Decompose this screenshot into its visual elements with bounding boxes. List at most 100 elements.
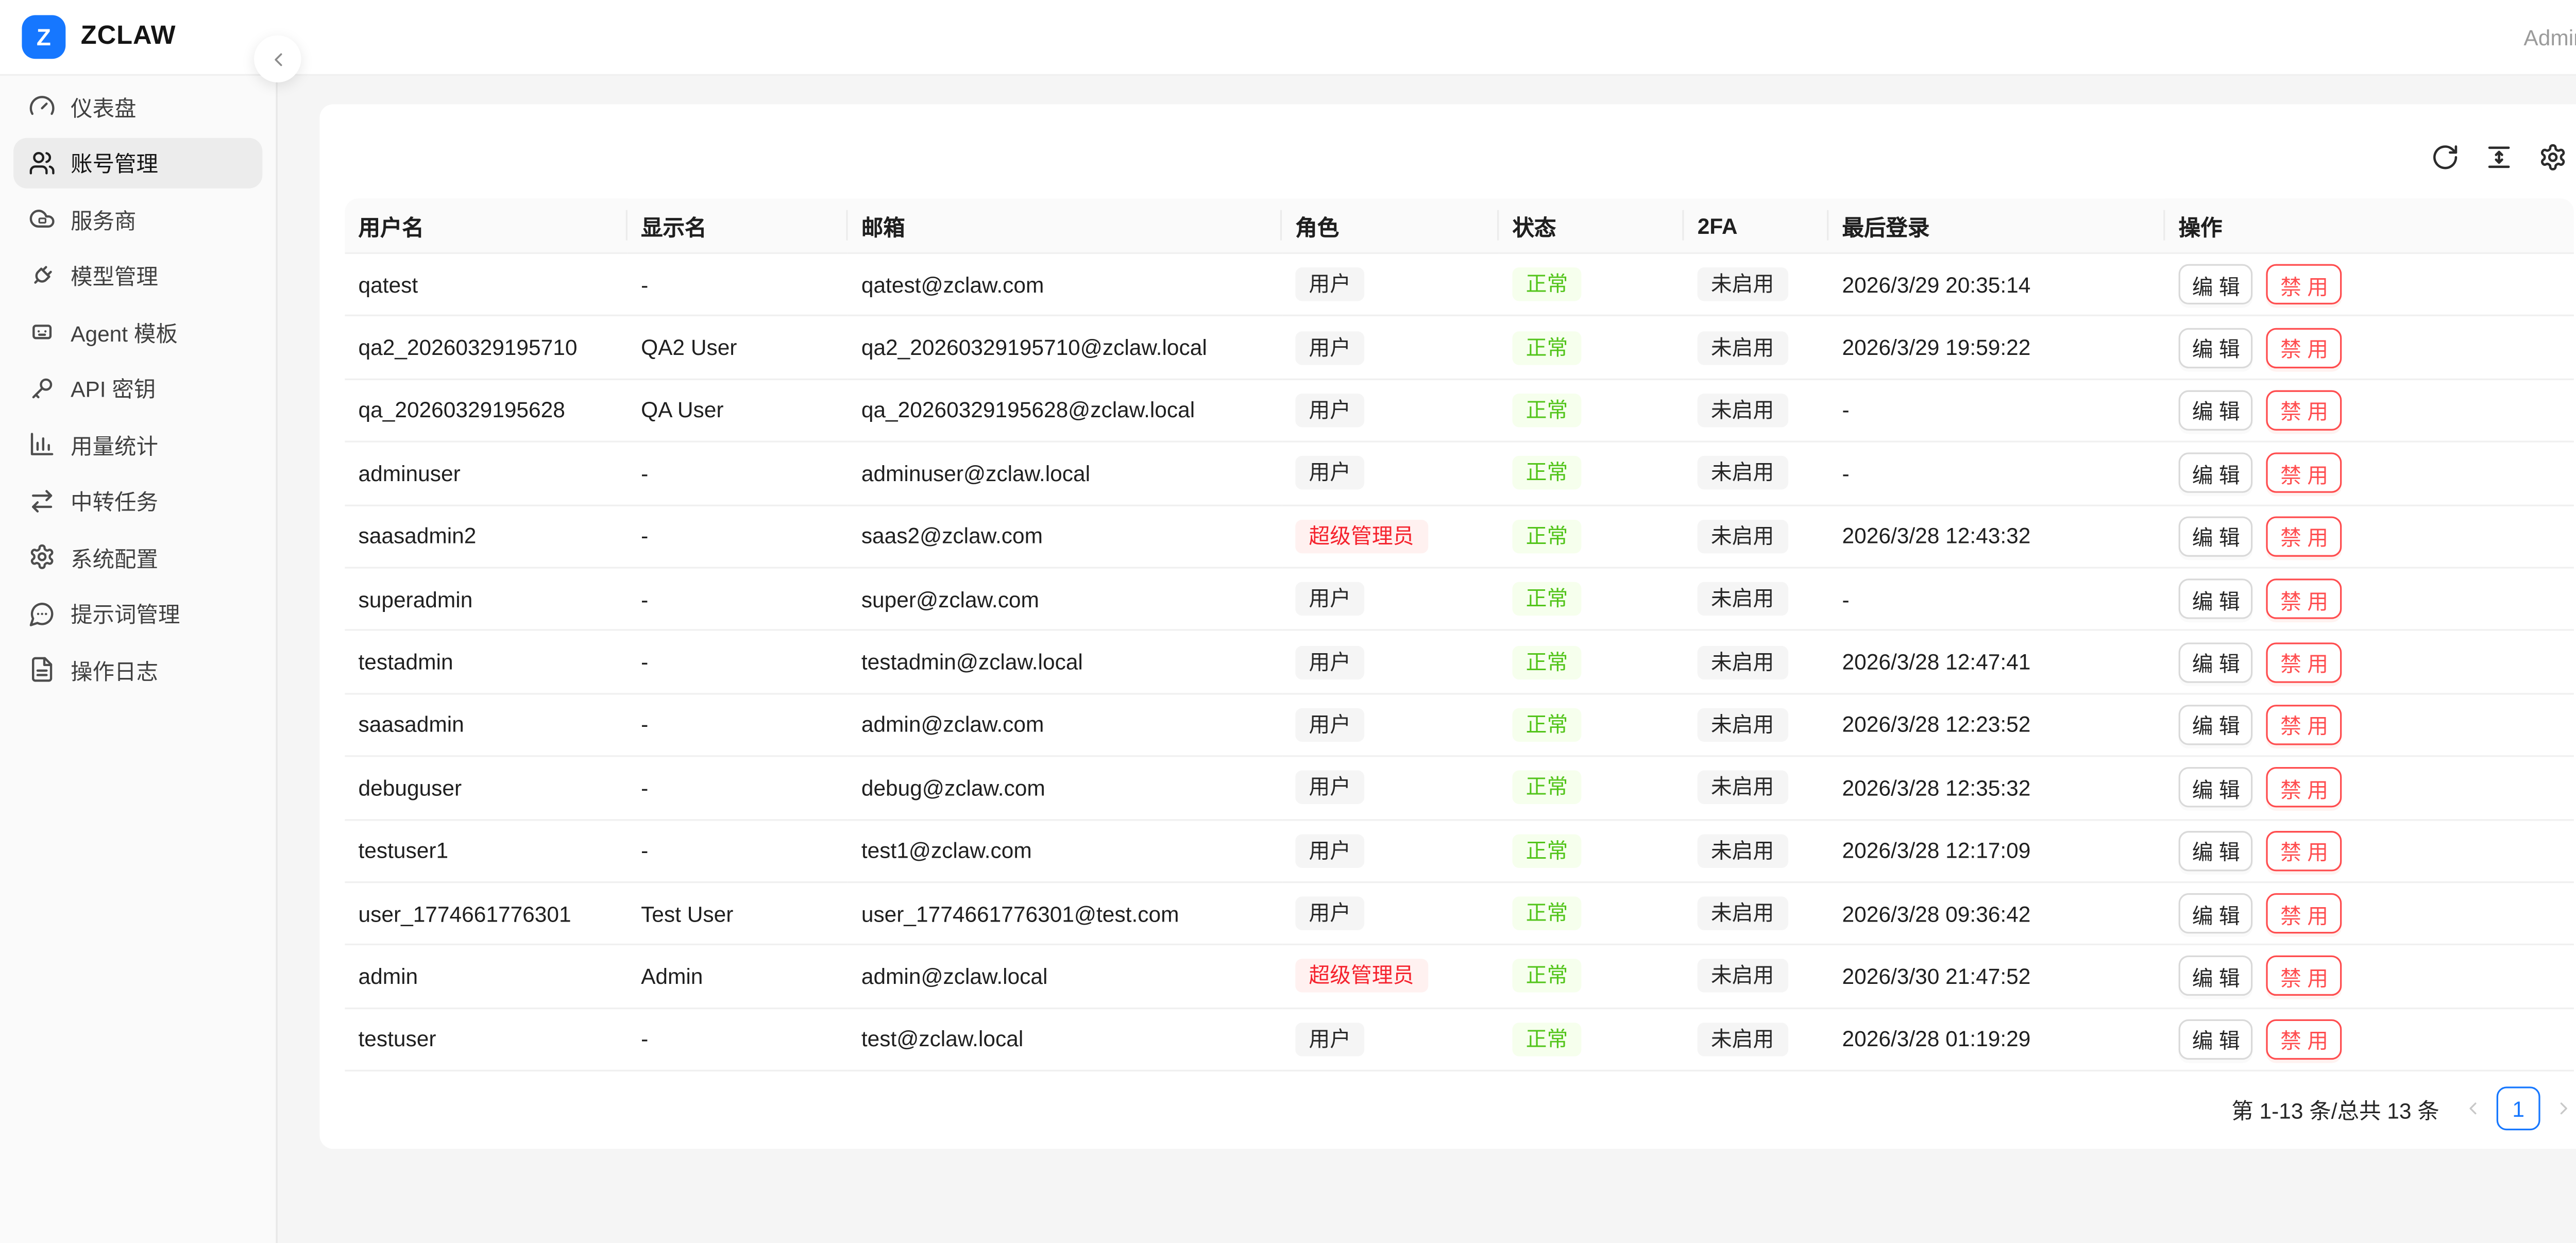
reload-button[interactable] <box>2431 142 2460 171</box>
edit-button[interactable]: 编 辑 <box>2178 578 2253 620</box>
disable-button[interactable]: 禁 用 <box>2266 327 2342 368</box>
edit-button[interactable]: 编 辑 <box>2178 1019 2253 1060</box>
cell-role: 用户 <box>1282 694 1499 757</box>
sidebar-item-bot[interactable]: Agent 模板 <box>13 306 262 356</box>
table-row: user_1774661776301 Test User user_177466… <box>345 883 2574 946</box>
sidebar-item-cloud[interactable]: 服务商 <box>13 194 262 244</box>
file-icon <box>29 656 56 683</box>
role-tag: 用户 <box>1295 267 1365 302</box>
cell-role: 超级管理员 <box>1282 505 1499 569</box>
status-tag: 正常 <box>1512 330 1582 365</box>
current-user-label[interactable]: Admin <box>2523 24 2576 50</box>
disable-button[interactable]: 禁 用 <box>2266 264 2342 305</box>
main-content: 用户名 显示名 邮箱 角色 状态 2FA 最后登录 操作 qatest - qatest@zc… <box>278 76 2576 1243</box>
edit-button[interactable]: 编 辑 <box>2178 830 2253 871</box>
cell-2fa: 未启用 <box>1684 380 1829 443</box>
disable-button[interactable]: 禁 用 <box>2266 704 2342 745</box>
chevron-left-icon <box>267 48 289 70</box>
edit-button[interactable]: 编 辑 <box>2178 641 2253 683</box>
cell-actions: 编 辑 禁 用 <box>2165 380 2574 443</box>
sidebar-item-plug[interactable]: 模型管理 <box>13 250 262 300</box>
swap-icon <box>29 487 56 514</box>
disable-button[interactable]: 禁 用 <box>2266 768 2342 808</box>
sidebar-item-label: 中转任务 <box>71 489 158 515</box>
disable-button[interactable]: 禁 用 <box>2266 641 2342 683</box>
disable-button[interactable]: 禁 用 <box>2266 893 2342 934</box>
sidebar-item-users[interactable]: 账号管理 <box>13 137 263 188</box>
edit-button[interactable]: 编 辑 <box>2178 516 2253 556</box>
cell-actions: 编 辑 禁 用 <box>2165 442 2574 506</box>
status-tag: 正常 <box>1512 519 1582 553</box>
twofa-tag: 未启用 <box>1697 393 1788 428</box>
status-tag: 正常 <box>1512 582 1582 616</box>
cell-status: 正常 <box>1499 569 1684 632</box>
sidebar-item-key[interactable]: API 密钥 <box>13 363 262 413</box>
cell-username: saasadmin2 <box>345 505 628 569</box>
cell-username: qa2_20260329195710 <box>345 317 628 380</box>
role-tag: 用户 <box>1295 708 1365 742</box>
edit-button[interactable]: 编 辑 <box>2178 768 2253 808</box>
edit-button[interactable]: 编 辑 <box>2178 704 2253 745</box>
edit-button[interactable]: 编 辑 <box>2178 893 2253 934</box>
cell-email: test1@zclaw.com <box>848 820 1282 883</box>
column-height-button[interactable] <box>2485 142 2514 171</box>
sidebar-item-file[interactable]: 操作日志 <box>13 644 262 695</box>
table-row: testuser - test@zclaw.local 用户 正常 未启用 20… <box>345 1009 2574 1072</box>
sidebar-item-swap[interactable]: 中转任务 <box>13 475 262 525</box>
cell-email: debug@zclaw.com <box>848 757 1282 820</box>
disable-button[interactable]: 禁 用 <box>2266 578 2342 620</box>
table-settings-button[interactable] <box>2538 142 2567 171</box>
status-tag: 正常 <box>1512 267 1582 302</box>
disable-button[interactable]: 禁 用 <box>2266 453 2342 493</box>
edit-button[interactable]: 编 辑 <box>2178 453 2253 493</box>
sidebar-item-gear[interactable]: 系统配置 <box>13 532 262 582</box>
cell-email: admin@zclaw.com <box>848 694 1282 757</box>
message-icon <box>29 600 56 626</box>
sidebar-collapse-button[interactable] <box>254 35 301 82</box>
status-tag: 正常 <box>1512 896 1582 931</box>
cell-email: qa2_20260329195710@zclaw.local <box>848 317 1282 380</box>
column-header: 邮箱 <box>848 198 1282 254</box>
twofa-tag: 未启用 <box>1697 833 1788 867</box>
pagination-prev-button[interactable] <box>2463 1099 2483 1119</box>
disable-button[interactable]: 禁 用 <box>2266 390 2342 431</box>
disable-button[interactable]: 禁 用 <box>2266 956 2342 997</box>
table-row: testuser1 - test1@zclaw.com 用户 正常 未启用 20… <box>345 820 2574 883</box>
reload-icon <box>2431 142 2460 171</box>
sidebar-item-chart[interactable]: 用量统计 <box>13 419 262 469</box>
role-tag: 用户 <box>1295 330 1365 365</box>
edit-button[interactable]: 编 辑 <box>2178 264 2253 305</box>
role-tag: 用户 <box>1295 456 1365 490</box>
cell-username: user_1774661776301 <box>345 883 628 946</box>
cell-actions: 编 辑 禁 用 <box>2165 632 2574 694</box>
sidebar-item-label: 服务商 <box>71 208 137 233</box>
twofa-tag: 未启用 <box>1697 519 1788 553</box>
role-tag: 用户 <box>1295 393 1365 428</box>
status-tag: 正常 <box>1512 708 1582 742</box>
disable-button[interactable]: 禁 用 <box>2266 1019 2342 1060</box>
disable-button[interactable]: 禁 用 <box>2266 830 2342 871</box>
edit-button[interactable]: 编 辑 <box>2178 390 2253 431</box>
disable-button[interactable]: 禁 用 <box>2266 516 2342 556</box>
cell-last-login: 2026/3/30 21:47:52 <box>1828 946 2165 1009</box>
sidebar-item-message[interactable]: 提示词管理 <box>13 588 262 638</box>
cell-role: 用户 <box>1282 442 1499 506</box>
table-row: superadmin - super@zclaw.com 用户 正常 未启用 -… <box>345 569 2574 632</box>
cloud-icon <box>29 205 56 232</box>
pagination-page-1[interactable]: 1 <box>2496 1086 2540 1131</box>
cell-status: 正常 <box>1499 317 1684 380</box>
status-tag: 正常 <box>1512 833 1582 867</box>
edit-button[interactable]: 编 辑 <box>2178 956 2253 997</box>
cell-status: 正常 <box>1499 442 1684 506</box>
edit-button[interactable]: 编 辑 <box>2178 327 2253 368</box>
brand-name: ZCLAW <box>80 22 176 50</box>
cell-role: 用户 <box>1282 757 1499 820</box>
cell-actions: 编 辑 禁 用 <box>2165 569 2574 632</box>
cell-display-name: - <box>627 1009 848 1072</box>
pagination-next-button[interactable] <box>2554 1099 2574 1119</box>
sidebar-item-label: 模型管理 <box>71 264 158 290</box>
sidebar-item-gauge[interactable]: 仪表盘 <box>13 81 262 131</box>
sidebar-item-label: 仪表盘 <box>71 95 137 121</box>
cell-role: 用户 <box>1282 632 1499 694</box>
role-tag: 用户 <box>1295 833 1365 867</box>
